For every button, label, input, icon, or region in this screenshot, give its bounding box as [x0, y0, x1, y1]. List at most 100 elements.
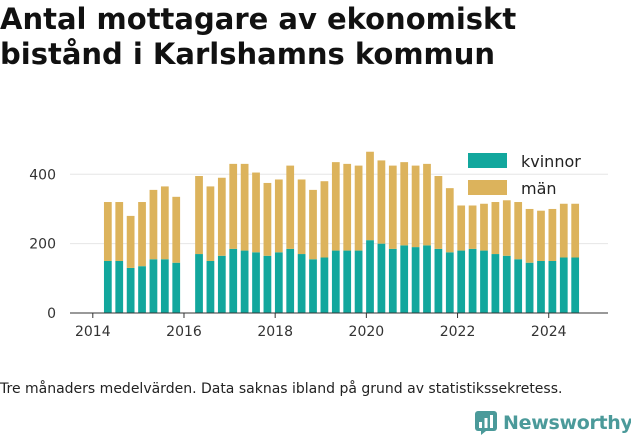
bar-man: [331, 162, 340, 251]
brand-name: Newsworthy: [503, 412, 631, 434]
bar-man: [388, 165, 397, 249]
bar-man: [366, 151, 374, 241]
bar-kvinnor: [115, 260, 124, 313]
bar-kvinnor: [297, 254, 306, 313]
bar-kvinnor: [343, 250, 352, 313]
chart-title: Antal mottagare av ekonomiskt bistånd i …: [0, 2, 517, 71]
bar-man: [263, 182, 272, 256]
y-axis: 0 200 400: [29, 167, 56, 322]
legend-label-kvinnor: kvinnor: [521, 152, 581, 171]
bar-kvinnor: [366, 240, 374, 313]
bar-man: [103, 202, 112, 261]
bar-kvinnor: [537, 260, 545, 313]
bar-man: [172, 196, 181, 263]
bar-kvinnor: [274, 252, 283, 313]
x-tick-label: 2016: [166, 324, 202, 340]
bar-man: [571, 203, 580, 258]
legend-label-man: män: [521, 179, 557, 198]
bar-kvinnor: [252, 252, 260, 313]
x-tick-label: 2020: [349, 324, 385, 340]
bar-kvinnor: [160, 259, 169, 313]
bar-man: [537, 210, 545, 261]
bar-man: [559, 203, 568, 258]
bar-kvinnor: [457, 250, 466, 313]
legend-swatch-man: [468, 180, 507, 195]
bar-kvinnor: [309, 259, 317, 313]
bar-kvinnor: [331, 250, 340, 313]
bar-man: [525, 208, 534, 263]
bar-kvinnor: [354, 250, 363, 313]
bar-kvinnor: [502, 255, 511, 313]
x-tick-label: 2018: [257, 324, 293, 340]
bar-kvinnor: [126, 267, 135, 313]
bar-chart: 2014 2016 2018 2020 2022 2024 0 200 400 kvinnor…: [29, 151, 608, 340]
bar-man: [514, 202, 523, 260]
bar-kvinnor: [480, 250, 488, 313]
bar-kvinnor: [206, 260, 215, 313]
bar-kvinnor: [217, 255, 226, 313]
bar-man: [434, 176, 443, 249]
brand-logo[interactable]: Newsworthy: [475, 408, 631, 438]
bar-man: [491, 202, 500, 255]
x-tick-label: 2024: [531, 324, 567, 340]
bar-kvinnor: [434, 248, 443, 313]
bar-man: [445, 188, 454, 253]
bar-man: [229, 163, 238, 249]
bar-man: [252, 172, 260, 253]
legend-swatch-kvinnor: [468, 153, 507, 168]
bar-kvinnor: [423, 245, 431, 313]
bar-kvinnor: [468, 248, 477, 313]
bar-man: [149, 189, 158, 260]
bar-kvinnor: [491, 254, 500, 313]
bar-man: [320, 181, 329, 258]
bar-man: [274, 179, 283, 253]
x-axis: 2014 2016 2018 2020 2022 2024: [70, 312, 608, 340]
bar-kvinnor: [229, 248, 238, 313]
bar-kvinnor: [263, 255, 272, 313]
bar-kvinnor: [172, 262, 181, 313]
bar-man: [502, 200, 511, 256]
bar-man: [206, 186, 215, 261]
y-tick-label: 200: [29, 237, 56, 253]
bar-kvinnor: [377, 243, 386, 313]
bar-kvinnor: [195, 254, 203, 313]
bar-kvinnor: [514, 259, 523, 313]
bar-man: [240, 163, 249, 251]
bar-kvinnor: [240, 250, 249, 313]
bar-kvinnor: [525, 262, 534, 313]
bar-man: [343, 163, 352, 251]
bar-man: [480, 203, 488, 251]
bar-kvinnor: [400, 245, 409, 313]
bar-kvinnor: [445, 252, 454, 313]
y-tick-label: 0: [47, 306, 56, 322]
bar-man: [400, 162, 409, 246]
chart-caption: Tre månaders medelvärden. Data saknas ib…: [0, 381, 563, 397]
bar-man: [468, 205, 477, 249]
bar-kvinnor: [388, 248, 397, 313]
bar-man: [297, 179, 306, 255]
bar-kvinnor: [320, 257, 329, 313]
bar-kvinnor: [138, 266, 146, 313]
bar-kvinnor: [559, 257, 568, 313]
bar-kvinnor: [103, 260, 112, 313]
bar-series: [103, 151, 580, 313]
bar-kvinnor: [286, 248, 295, 313]
bar-kvinnor: [411, 247, 420, 313]
x-tick-label: 2014: [75, 324, 111, 340]
y-tick-label: 400: [29, 167, 56, 183]
bar-man: [548, 208, 557, 261]
newsworthy-chart-icon: [475, 411, 497, 435]
x-tick-label: 2022: [440, 324, 476, 340]
bar-kvinnor: [548, 260, 557, 313]
bar-kvinnor: [149, 259, 158, 313]
bar-man: [423, 163, 431, 246]
bar-man: [309, 189, 317, 260]
bar-man: [126, 215, 135, 268]
bar-man: [354, 165, 363, 251]
bar-kvinnor: [571, 257, 580, 313]
bar-man: [115, 202, 124, 261]
bar-man: [411, 165, 420, 248]
bar-man: [457, 205, 466, 251]
bar-man: [160, 186, 169, 260]
bar-man: [377, 160, 386, 244]
